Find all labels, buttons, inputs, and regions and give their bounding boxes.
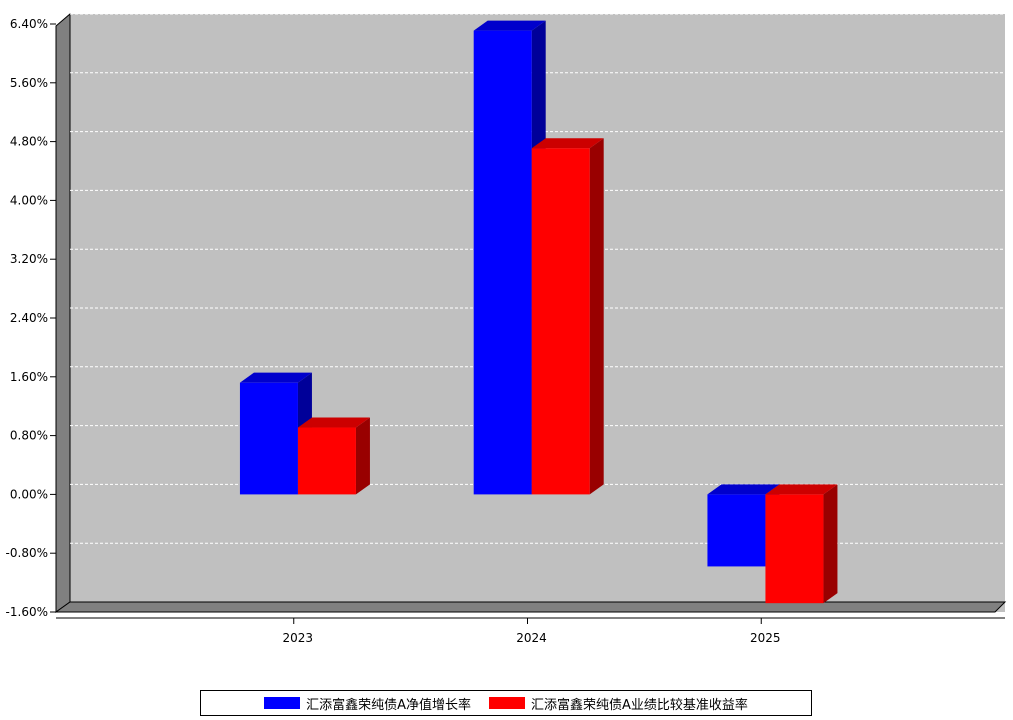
x-tick-label: 2024 xyxy=(516,631,547,645)
x-tick-label: 2023 xyxy=(282,631,313,645)
chart-legend: 汇添富鑫荣纯债A净值增长率 汇添富鑫荣纯债A业绩比较基准收益率 xyxy=(200,690,812,716)
y-tick-label: 2.40% xyxy=(10,311,48,325)
legend-item-net-value-growth: 汇添富鑫荣纯债A净值增长率 xyxy=(264,694,471,713)
bar-0-1 xyxy=(473,30,532,495)
bar-top-0-1 xyxy=(473,20,546,31)
y-tick-label: 4.80% xyxy=(10,135,48,149)
bar-top-0-2 xyxy=(707,484,780,495)
y-tick-label: 3.20% xyxy=(10,252,48,266)
bar-1-1 xyxy=(531,148,590,495)
bar-top-1-0 xyxy=(297,417,370,428)
y-tick-label: 4.00% xyxy=(10,193,48,207)
y-tick-label: 6.40% xyxy=(10,17,48,31)
bar-side-1-1 xyxy=(589,138,604,495)
bar-0-2 xyxy=(707,494,766,567)
bar-1-0 xyxy=(297,427,356,495)
legend-label-net-value-growth: 汇添富鑫荣纯债A净值增长率 xyxy=(306,697,471,713)
y-tick-label: 5.60% xyxy=(10,76,48,90)
bar-0-0 xyxy=(239,382,298,495)
legend-label-benchmark: 汇添富鑫荣纯债A业绩比较基准收益率 xyxy=(531,697,748,713)
bar-side-1-2 xyxy=(823,484,838,604)
y-tick-label: 0.00% xyxy=(10,487,48,501)
legend-swatch-blue xyxy=(264,697,301,709)
bar-side-1-0 xyxy=(355,417,370,495)
y-tick-label: 0.80% xyxy=(10,429,48,443)
y-tick-label: -1.60% xyxy=(6,605,48,619)
floor xyxy=(54,601,1007,613)
bar-1-2 xyxy=(765,494,824,604)
left-wall xyxy=(55,12,71,613)
y-tick-label: 1.60% xyxy=(10,370,48,384)
legend-item-benchmark: 汇添富鑫荣纯债A业绩比较基准收益率 xyxy=(489,694,748,713)
x-tick-label: 2025 xyxy=(750,631,781,645)
bar-top-0-0 xyxy=(239,372,312,383)
y-tick-label: -0.80% xyxy=(6,546,48,560)
legend-swatch-red xyxy=(489,697,525,709)
bar-top-1-1 xyxy=(531,138,604,149)
bar-top-1-2 xyxy=(765,484,838,495)
